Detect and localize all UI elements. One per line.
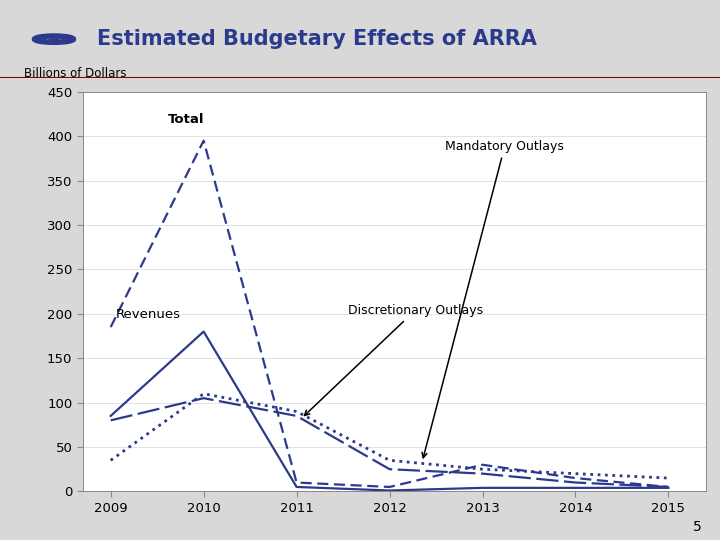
Text: 5: 5 xyxy=(693,519,702,534)
Ellipse shape xyxy=(48,38,60,40)
Text: Mandatory Outlays: Mandatory Outlays xyxy=(422,139,564,458)
Text: Revenues: Revenues xyxy=(115,308,180,321)
Text: Estimated Budgetary Effects of ARRA: Estimated Budgetary Effects of ARRA xyxy=(97,29,537,49)
Text: Total: Total xyxy=(168,113,204,126)
Text: Billions of Dollars: Billions of Dollars xyxy=(24,67,126,80)
Text: Discretionary Outlays: Discretionary Outlays xyxy=(305,304,483,415)
